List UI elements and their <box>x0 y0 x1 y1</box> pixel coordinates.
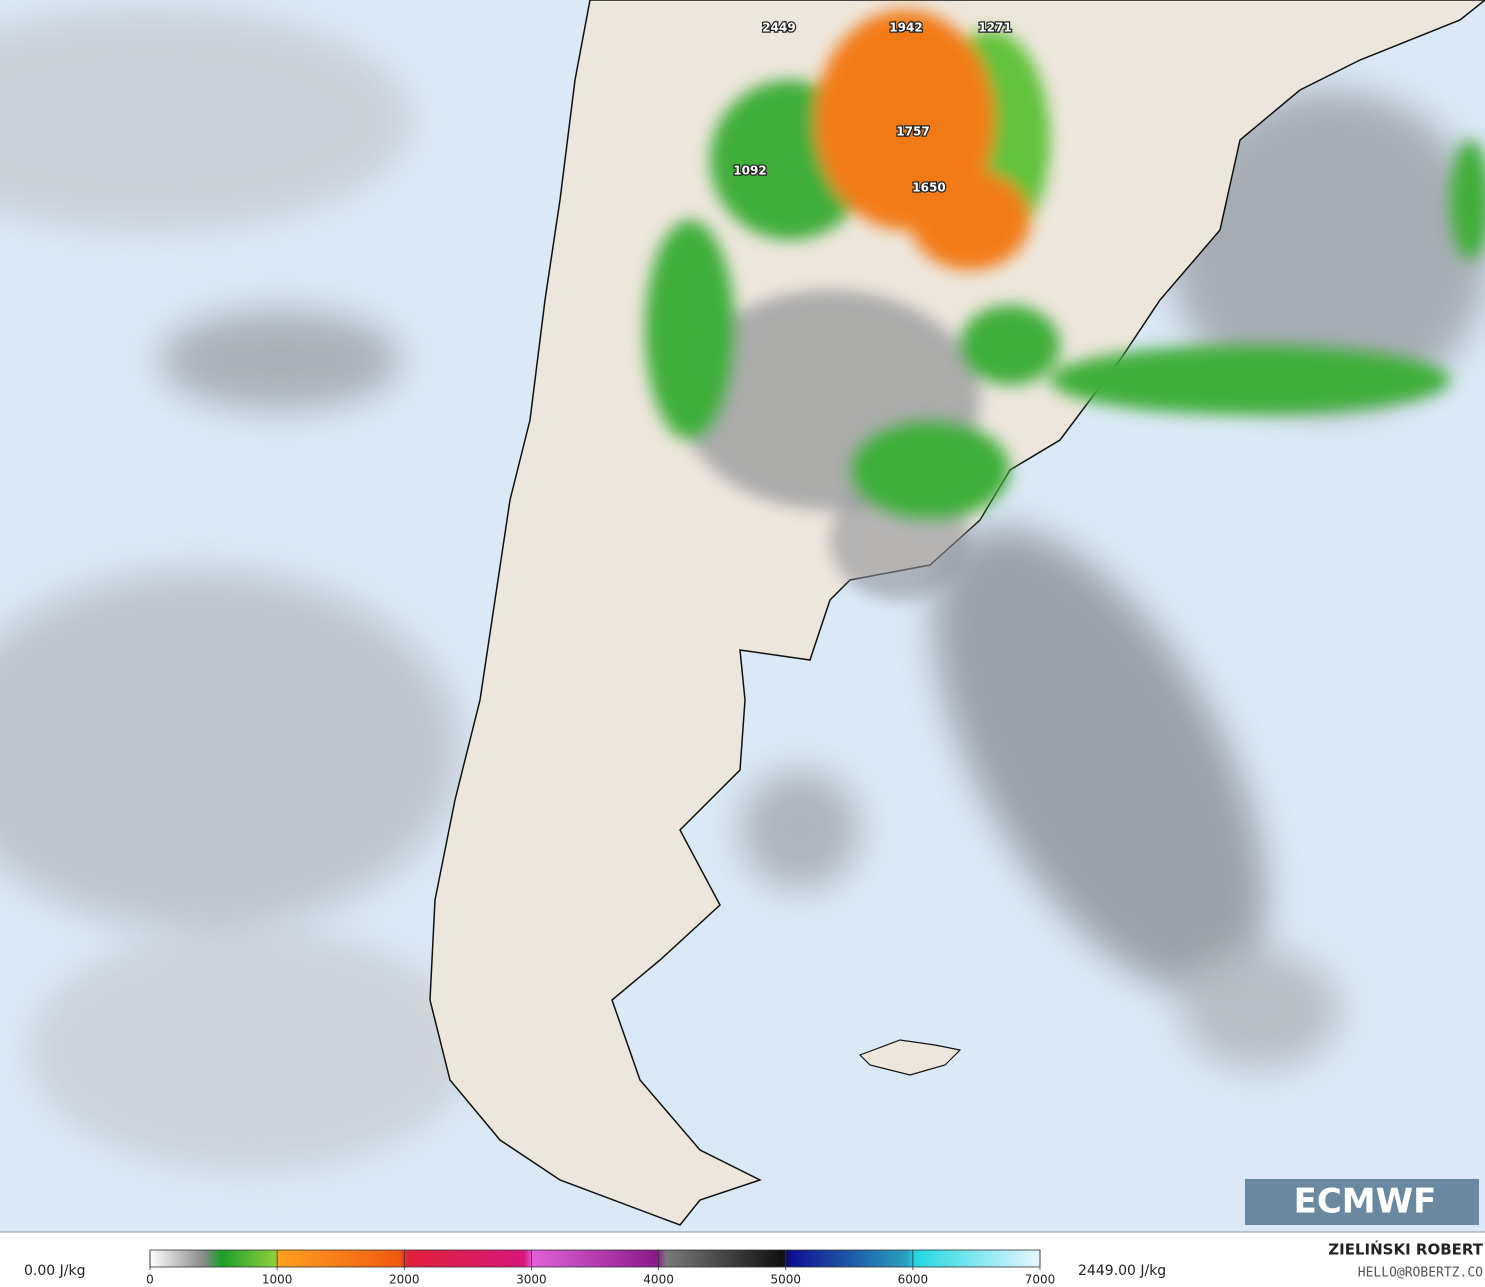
colorbar-ticks: 0 1000 2000 3000 4000 5000 6000 7000 <box>146 1250 1055 1287</box>
value-label: 1650 <box>912 181 945 195</box>
colorbar-tick-label: 1000 <box>262 1273 293 1287</box>
credit-contact: HELLO@ROBERTZ.CO <box>1358 1266 1483 1281</box>
colorbar-tick-label: 7000 <box>1025 1273 1056 1287</box>
colorbar <box>149 1249 1041 1268</box>
legend-max: 2449.00 J/kg <box>1078 1263 1166 1279</box>
cloud-field <box>0 10 1485 1170</box>
logo: ECMWF <box>1245 1179 1479 1225</box>
value-label: 1092 <box>733 164 766 178</box>
colorbar-tick-label: 3000 <box>516 1273 547 1287</box>
legend-min: 0.00 J/kg <box>24 1263 85 1279</box>
colorbar-tick-label: 4000 <box>643 1273 674 1287</box>
value-label: 2449 <box>762 21 795 35</box>
colorbar-tick-label: 0 <box>146 1273 154 1287</box>
colorbar-tick-label: 2000 <box>389 1273 420 1287</box>
falklands <box>858 1039 962 1076</box>
colorbar-tick-label: 6000 <box>898 1273 929 1287</box>
value-label: 1942 <box>889 21 922 35</box>
map: 2449 1942 1271 1757 1092 1650 ECMWF <box>0 0 1485 1232</box>
logo-text: ECMWF <box>1294 1182 1437 1222</box>
value-label: 1271 <box>978 21 1011 35</box>
credit-name: ZIELIŃSKI ROBERT <box>1328 1240 1483 1259</box>
cape-field <box>645 10 1485 600</box>
value-label: 1757 <box>896 125 929 139</box>
colorbar-tick-label: 5000 <box>770 1273 801 1287</box>
